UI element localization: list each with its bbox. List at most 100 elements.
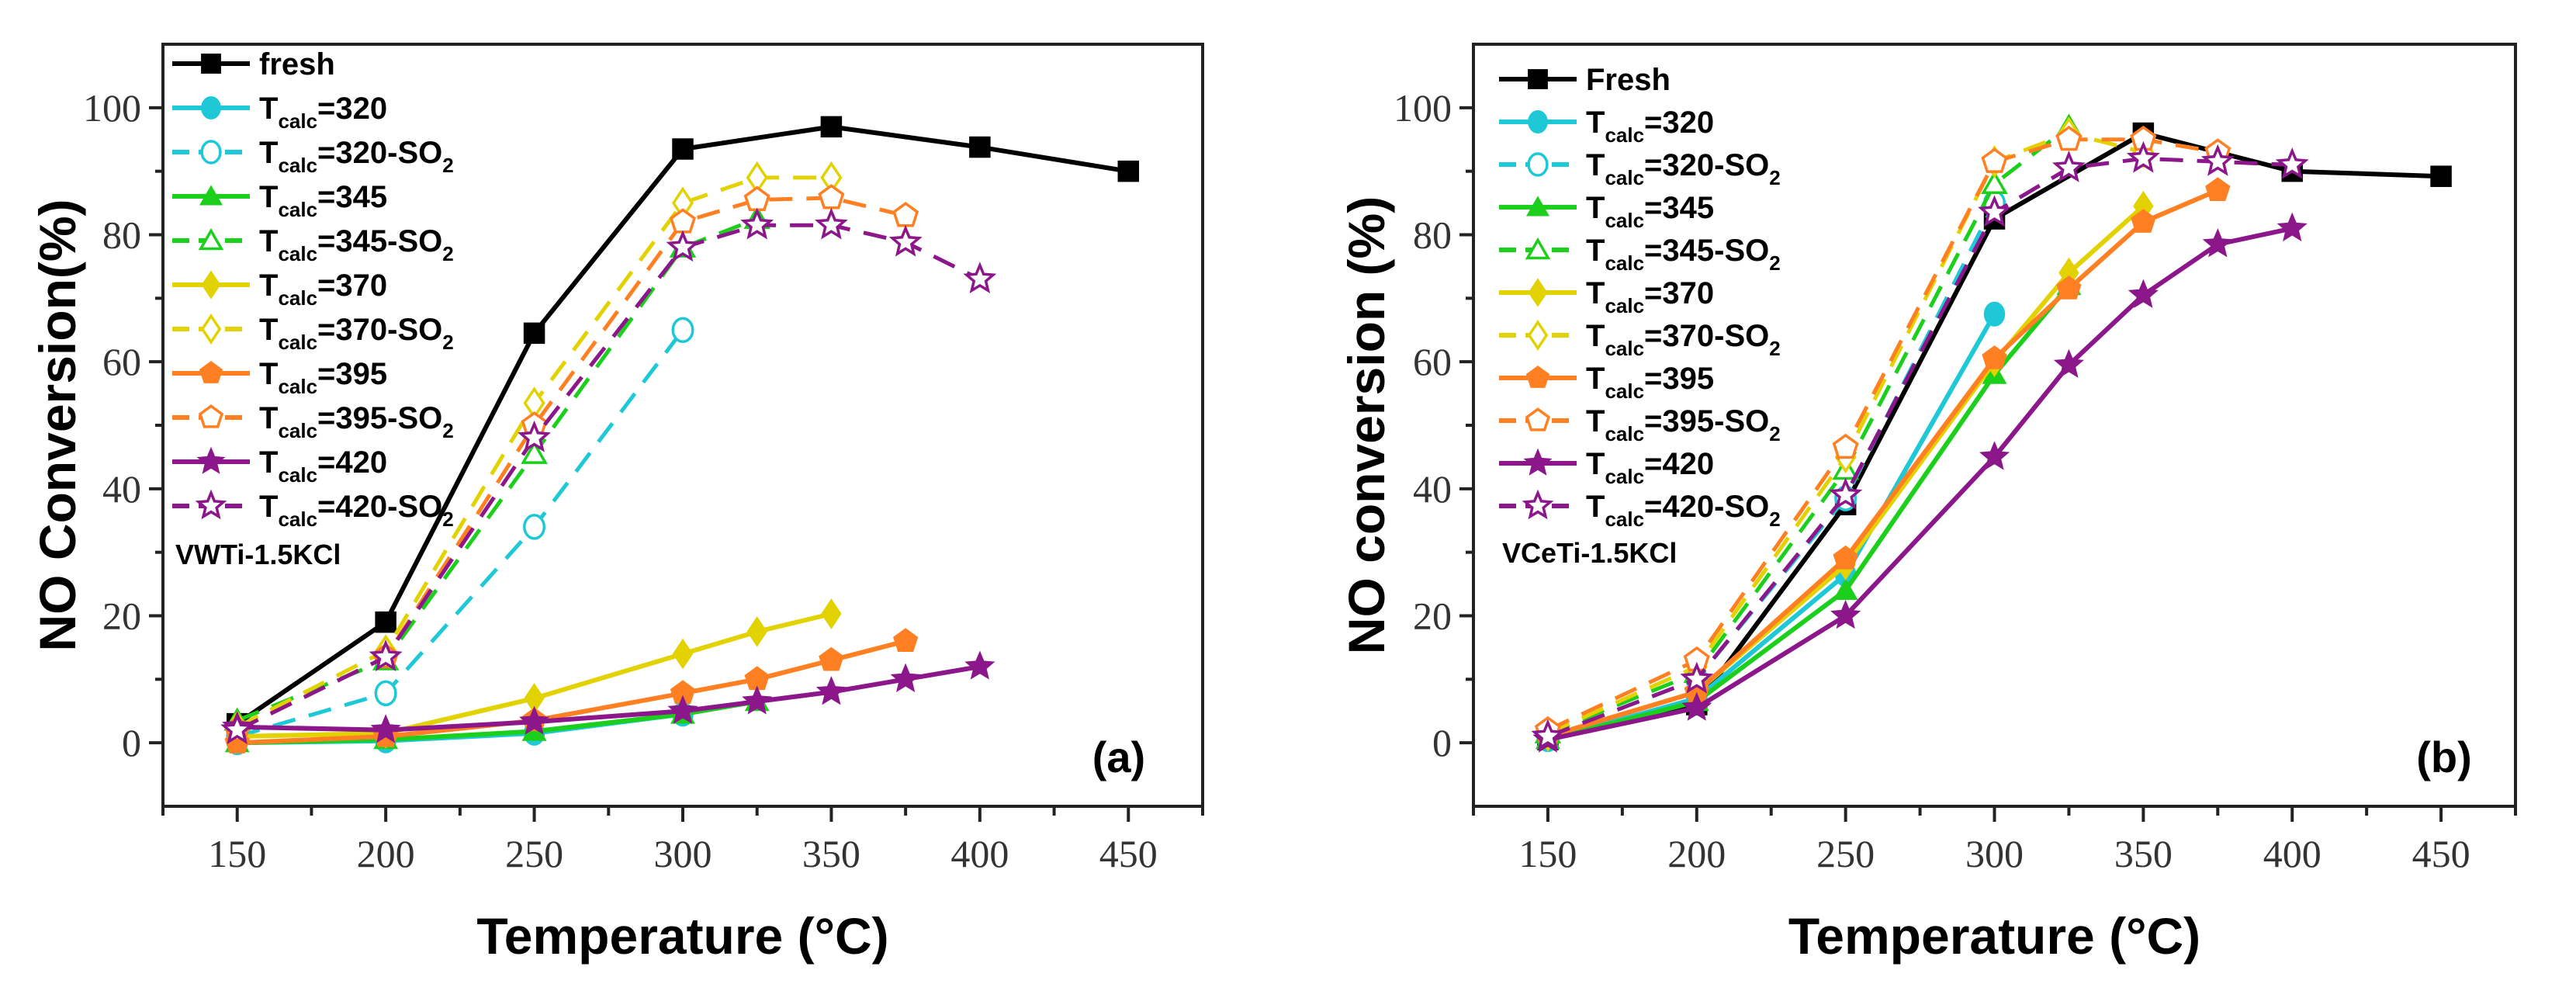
legend-label-suffix: =420 [1644, 447, 1714, 481]
legend-label-sub: calc [278, 109, 317, 133]
legend-item: Tcalc=320-SO2 [1499, 148, 1781, 189]
legend-label: Tcalc=320-SO2 [1586, 148, 1781, 189]
legend-label-suffix-sub: 2 [1769, 251, 1780, 275]
data-point [1681, 691, 1712, 721]
legend-label-sub: calc [1605, 166, 1644, 189]
series-tcalc-420 [1532, 212, 2308, 753]
legend-label-suffix: =370 [317, 269, 387, 303]
series-line [236, 223, 982, 733]
legend-label-sub: calc [1605, 508, 1644, 531]
x-tick-label: 450 [2412, 832, 2470, 875]
legend-label-prefix: T [259, 136, 278, 170]
legend-item: Tcalc=320 [1499, 106, 1714, 147]
legend-item: Tcalc=370-SO2 [1499, 319, 1781, 360]
legend-label-suffix: =370-SO [317, 313, 442, 347]
legend-label-suffix-sub: 2 [1769, 422, 1780, 445]
data-point [2202, 228, 2233, 258]
data-point [2277, 212, 2308, 242]
x-tick-label: 150 [208, 832, 266, 875]
legend-label-sub: calc [278, 154, 317, 177]
legend-label-prefix: T [259, 401, 278, 435]
legend-label-suffix: =345 [317, 180, 387, 214]
legend-label-prefix: T [1586, 106, 1605, 140]
x-tick-label: 200 [357, 832, 415, 875]
x-tick-label: 250 [1816, 832, 1875, 875]
legend-label-sub: calc [278, 508, 317, 531]
legend-label-prefix: Fresh [1586, 63, 1671, 97]
y-tick-label: 20 [1413, 594, 1452, 638]
legend-label: Tcalc=370-SO2 [259, 313, 454, 354]
data-point [666, 230, 700, 262]
legend-item: Tcalc=420-SO2 [172, 489, 454, 531]
legend-label-prefix: T [1586, 362, 1605, 396]
y-axis-title: NO Conversion(%) [29, 199, 86, 651]
legend-label: Tcalc=345-SO2 [259, 224, 454, 265]
legend-label: Tcalc=395 [1586, 362, 1714, 403]
legend-label-suffix-sub: 2 [442, 242, 453, 265]
legend-label-sub: calc [278, 286, 317, 310]
legend-label: Tcalc=395-SO2 [1586, 404, 1781, 445]
legend-marker [1522, 489, 1554, 520]
data-point [969, 136, 991, 158]
legend-label-suffix: =420 [317, 445, 387, 480]
legend-label-sub: calc [278, 242, 317, 265]
y-tick-label: 100 [83, 86, 141, 130]
series-tcalc-420-so2 [1531, 140, 2309, 751]
legend-item: Tcalc=345 [1499, 191, 1714, 232]
y-tick-label: 60 [1413, 340, 1452, 383]
x-tick-label: 200 [1667, 832, 1726, 875]
legend-item: Tcalc=345-SO2 [1499, 234, 1781, 275]
legend-label-sub: calc [278, 419, 317, 442]
legend-marker [1528, 278, 1548, 307]
legend-marker [200, 314, 222, 345]
data-point [2430, 165, 2452, 187]
y-tick-label: 40 [1413, 467, 1452, 511]
legend-item: Tcalc=370-SO2 [172, 313, 454, 354]
data-point [1833, 545, 1858, 570]
data-point [820, 116, 843, 138]
data-point [2128, 279, 2159, 308]
y-tick-label: 80 [1413, 213, 1452, 257]
y-tick-label: 100 [1394, 86, 1452, 130]
legend-label-suffix-sub: 2 [442, 331, 453, 354]
data-point [964, 650, 995, 680]
data-point [2205, 177, 2231, 201]
legend-label-suffix-sub: 2 [1769, 508, 1780, 531]
series-line [237, 328, 684, 739]
legend-item: Tcalc=395-SO2 [172, 401, 454, 442]
data-point [2056, 275, 2082, 300]
legend-item: Tcalc=320-SO2 [172, 136, 454, 177]
legend-label-suffix: =345 [1644, 191, 1714, 225]
legend-label-sub: calc [1605, 209, 1644, 232]
x-tick-label: 350 [2114, 832, 2173, 875]
legend-label-suffix: =395-SO [1644, 404, 1769, 438]
data-point [815, 676, 847, 705]
x-tick-label: 400 [2263, 832, 2322, 875]
panel-label: (a) [1092, 733, 1145, 781]
legend-marker [1525, 366, 1550, 388]
legend-label-sub: calc [1605, 251, 1644, 275]
legend-item: Tcalc=370 [172, 269, 387, 310]
panel-label: (b) [2416, 733, 2472, 781]
legend-marker [198, 227, 224, 251]
legend-item: Tcalc=320 [172, 92, 387, 133]
legend-marker [1523, 448, 1553, 476]
legend-label-sub: calc [278, 375, 317, 398]
legend-label-sub: calc [1605, 422, 1644, 445]
data-point [1981, 147, 2008, 173]
legend-item: Tcalc=345-SO2 [172, 224, 454, 265]
legend-item: Tcalc=395-SO2 [1499, 404, 1781, 445]
data-point [1979, 441, 2010, 470]
legend-label-suffix: =320 [317, 92, 387, 126]
data-point [1978, 195, 2011, 227]
series-line [237, 612, 833, 739]
legend-label-prefix: T [259, 490, 278, 524]
legend-label-prefix: T [1586, 148, 1605, 182]
data-point [2200, 144, 2235, 176]
data-point [1531, 719, 1565, 751]
legend-label-sub: calc [1605, 123, 1644, 147]
x-tick-label: 450 [1099, 832, 1158, 875]
legend-label: Tcalc=420 [1586, 447, 1714, 488]
legend-label-prefix: T [1586, 191, 1605, 225]
chart-panel-a: 0 20 40 60 80 100 150 200 250 300 350 400 450 Tempera… [29, 43, 1204, 965]
